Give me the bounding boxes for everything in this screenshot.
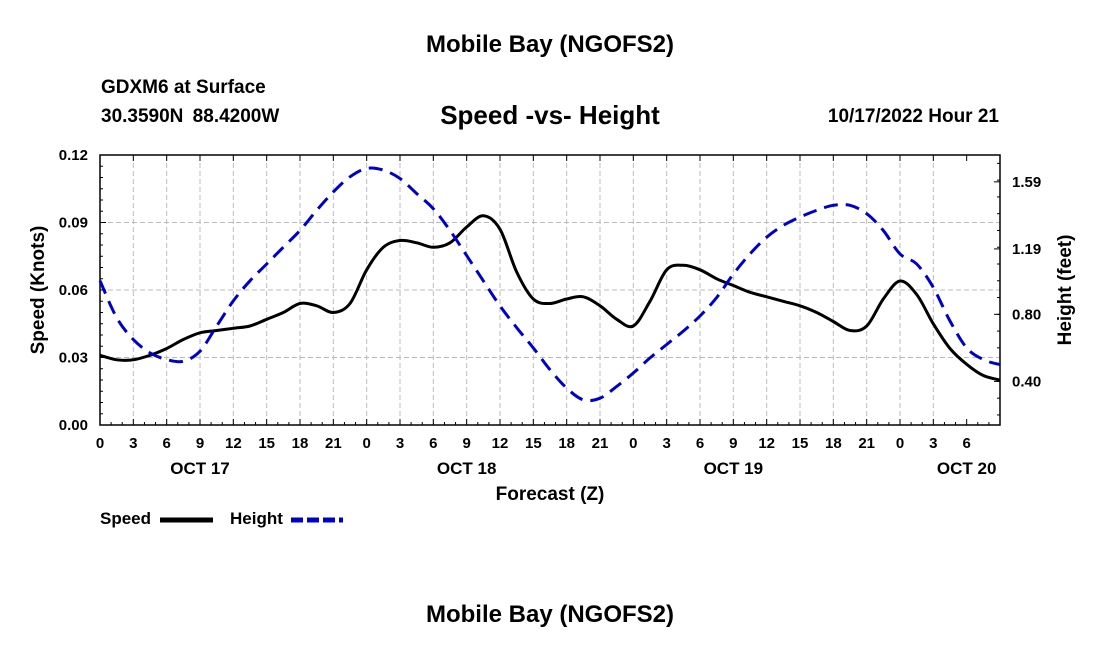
x-tick-label: 0	[629, 435, 637, 452]
y2-axis-title: Height (feet)	[1055, 235, 1076, 346]
x-tick-label: 15	[792, 435, 809, 452]
x-tick-label: 15	[258, 435, 275, 452]
series	[98, 166, 1001, 403]
x-tick-label: 6	[429, 435, 437, 452]
y-tick-label: 0.09	[59, 215, 88, 232]
speed-height-chart: 0 3 6 9 12 15 18 21 0 3 6 9 12 15 18 21 0 3 6 9 12 15 18 21 0 3 6 0…	[28, 147, 1076, 528]
date-label: OCT 18	[437, 459, 497, 478]
y-tick-label: 0.00	[59, 417, 88, 434]
y2-tick-label: 0.40	[1012, 373, 1041, 390]
x-tick-label: 21	[325, 435, 342, 452]
x-tick-label: 3	[129, 435, 137, 452]
x-tick-label: 6	[962, 435, 970, 452]
station-label: GDXM6 at Surface	[101, 77, 266, 98]
height-series-line	[98, 166, 1001, 403]
x-axis-title: Forecast (Z)	[496, 484, 605, 505]
x-tick-label: 21	[592, 435, 609, 452]
axis-labels: 0 3 6 9 12 15 18 21 0 3 6 9 12 15 18 21 0 3 6 9 12 15 18 21 0 3 6 0…	[28, 147, 1076, 505]
date-label: OCT 17	[170, 459, 230, 478]
date-label: OCT 20	[937, 459, 997, 478]
x-tick-label: 9	[729, 435, 737, 452]
x-tick-label: 18	[292, 435, 309, 452]
x-tick-label: 0	[362, 435, 370, 452]
x-tick-label: 12	[225, 435, 242, 452]
speed-series-line	[99, 214, 1001, 382]
y2-tick-label: 1.19	[1012, 241, 1041, 258]
x-tick-label: 18	[558, 435, 575, 452]
grid	[100, 155, 1000, 425]
legend-height-label: Height	[230, 509, 283, 528]
page-title: Mobile Bay (NGOFS2)	[425, 31, 675, 58]
x-tick-label: 3	[396, 435, 404, 452]
x-tick-label: 15	[525, 435, 542, 452]
chart-title: Speed -vs- Height	[440, 100, 660, 130]
x-tick-label: 6	[696, 435, 704, 452]
footer-title: Mobile Bay (NGOFS2)	[425, 601, 675, 628]
legend-speed-label: Speed	[100, 509, 151, 528]
y-axis-title: Speed (Knots)	[28, 226, 49, 355]
x-tick-label: 9	[462, 435, 470, 452]
y-tick-label: 0.03	[59, 350, 88, 367]
x-tick-label: 9	[196, 435, 204, 452]
x-tick-label: 12	[492, 435, 509, 452]
y-tick-label: 0.06	[59, 282, 88, 299]
x-tick-label: 3	[662, 435, 670, 452]
x-tick-label: 12	[758, 435, 775, 452]
x-tick-label: 21	[858, 435, 875, 452]
date-label: OCT 19	[704, 459, 764, 478]
y-tick-label: 0.12	[59, 147, 88, 164]
x-tick-label: 0	[896, 435, 904, 452]
y2-tick-label: 0.80	[1012, 306, 1041, 323]
station-coordinates: 30.3590N 88.4200W	[101, 106, 280, 127]
x-tick-label: 3	[929, 435, 937, 452]
y2-tick-label: 1.59	[1012, 174, 1041, 191]
x-tick-label: 18	[825, 435, 842, 452]
x-tick-label: 6	[162, 435, 170, 452]
x-tick-label: 0	[96, 435, 104, 452]
forecast-timestamp: 10/17/2022 Hour 21	[827, 106, 999, 127]
legend: Speed Height	[100, 509, 343, 528]
